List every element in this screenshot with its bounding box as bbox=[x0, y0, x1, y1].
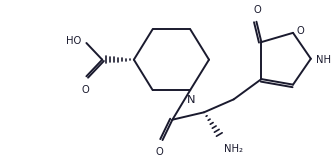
Text: NH₂: NH₂ bbox=[224, 144, 243, 154]
Text: O: O bbox=[82, 85, 89, 95]
Text: HO: HO bbox=[66, 36, 81, 46]
Text: N: N bbox=[187, 95, 196, 105]
Text: O: O bbox=[254, 5, 261, 15]
Text: NH: NH bbox=[316, 55, 331, 65]
Text: O: O bbox=[156, 147, 163, 157]
Text: O: O bbox=[297, 26, 305, 36]
